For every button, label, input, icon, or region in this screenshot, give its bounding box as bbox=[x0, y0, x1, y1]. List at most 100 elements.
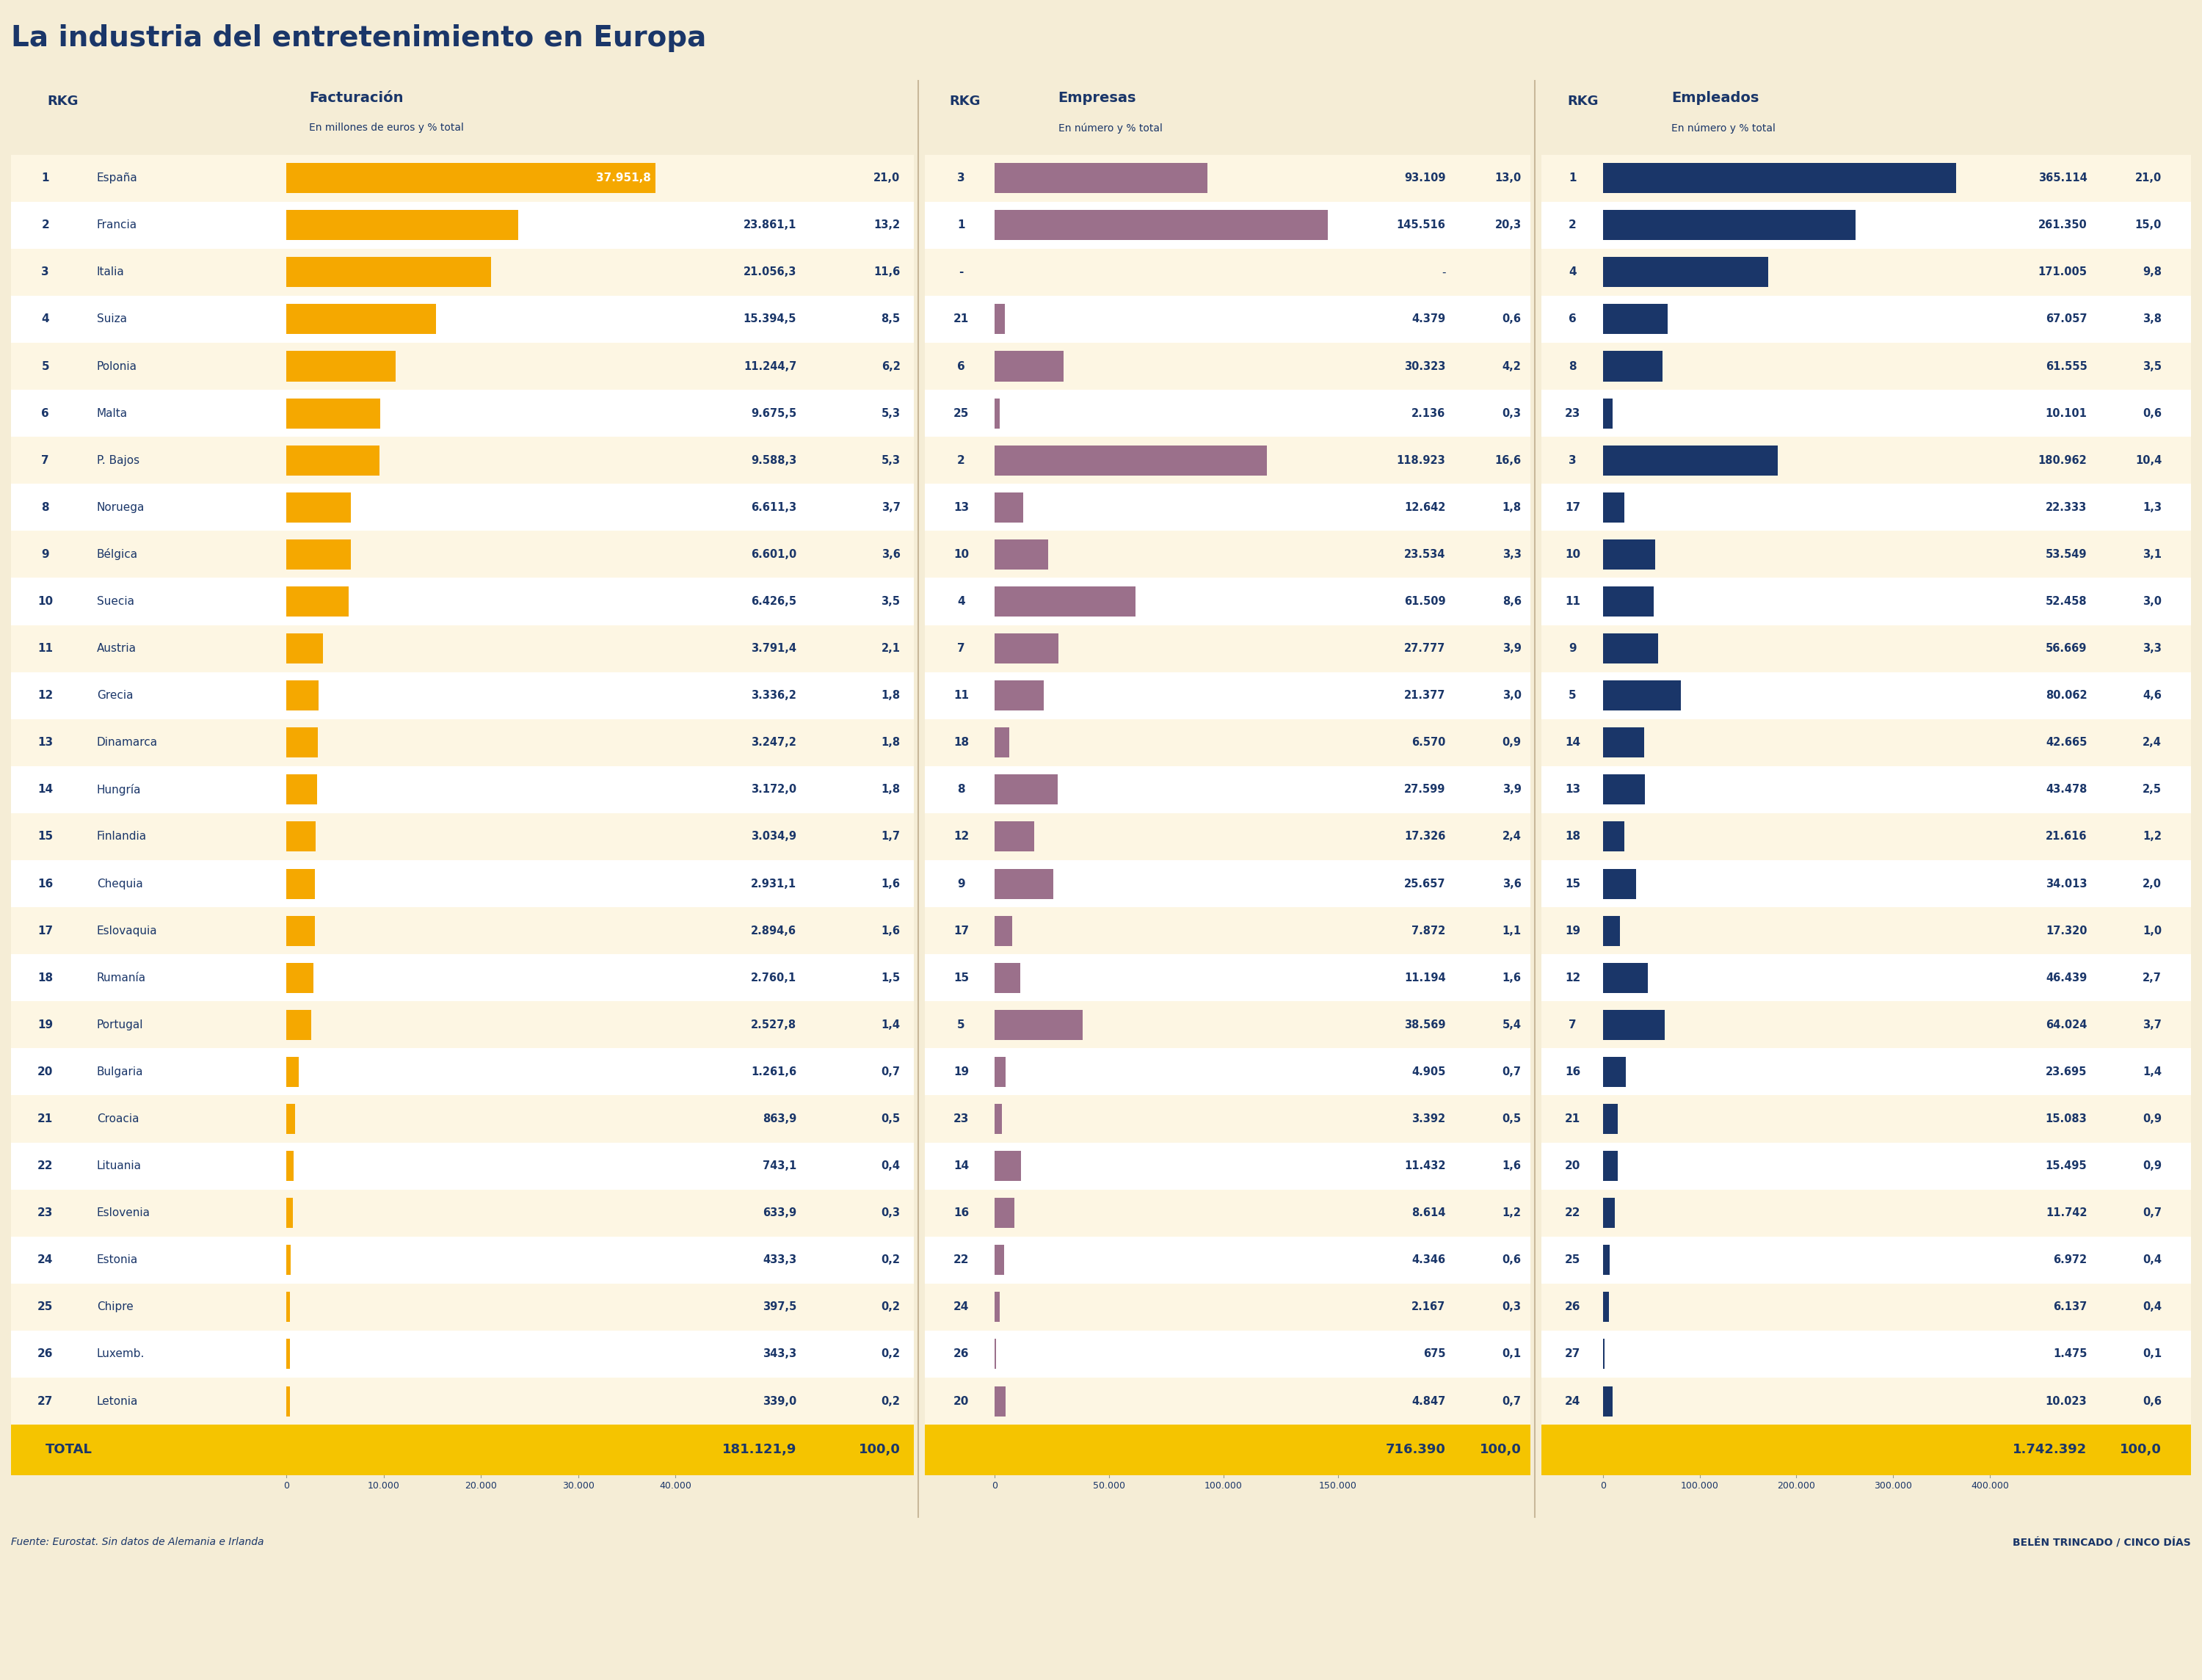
Text: Austria: Austria bbox=[97, 643, 137, 654]
Text: 43.478: 43.478 bbox=[2046, 785, 2087, 795]
Bar bbox=[1603, 1198, 1614, 1228]
Text: 0,5: 0,5 bbox=[1502, 1114, 1522, 1124]
Text: 0,6: 0,6 bbox=[2143, 408, 2162, 418]
Text: 0,7: 0,7 bbox=[2143, 1208, 2162, 1218]
Text: BELÉN TRINCADO / CINCO DÍAS: BELÉN TRINCADO / CINCO DÍAS bbox=[2013, 1537, 2191, 1547]
Bar bbox=[1603, 492, 1625, 522]
Text: 5: 5 bbox=[1568, 690, 1577, 701]
Text: 0,2: 0,2 bbox=[881, 1302, 901, 1312]
Bar bbox=[995, 304, 1004, 334]
Text: 171.005: 171.005 bbox=[2037, 267, 2087, 277]
Text: 64.024: 64.024 bbox=[2046, 1020, 2087, 1030]
Text: Portugal: Portugal bbox=[97, 1020, 143, 1030]
Text: Grecia: Grecia bbox=[97, 690, 132, 701]
Text: 80.062: 80.062 bbox=[2046, 690, 2087, 701]
Text: 1,6: 1,6 bbox=[1502, 1161, 1522, 1171]
Text: 3,3: 3,3 bbox=[2143, 643, 2162, 654]
Text: 3,7: 3,7 bbox=[2143, 1020, 2162, 1030]
Text: 16: 16 bbox=[37, 879, 53, 889]
Text: 24: 24 bbox=[37, 1255, 53, 1265]
Text: 42.665: 42.665 bbox=[2046, 738, 2087, 748]
Bar bbox=[995, 1198, 1015, 1228]
Bar bbox=[1603, 1292, 1610, 1322]
Bar bbox=[286, 351, 396, 381]
Text: 7.872: 7.872 bbox=[1411, 926, 1445, 936]
Bar bbox=[286, 1151, 293, 1181]
Text: 14: 14 bbox=[1566, 738, 1581, 748]
Text: 3,0: 3,0 bbox=[1502, 690, 1522, 701]
Bar bbox=[995, 163, 1207, 193]
Text: 716.390: 716.390 bbox=[1385, 1443, 1445, 1457]
Text: 365.114: 365.114 bbox=[2039, 173, 2087, 183]
Bar bbox=[1603, 351, 1663, 381]
Bar bbox=[1603, 445, 1777, 475]
Bar bbox=[286, 1057, 299, 1087]
Text: 2: 2 bbox=[1568, 220, 1577, 230]
Text: 0,2: 0,2 bbox=[881, 1349, 901, 1359]
Text: 2: 2 bbox=[42, 220, 48, 230]
Text: Francia: Francia bbox=[97, 220, 137, 230]
Text: 21: 21 bbox=[37, 1114, 53, 1124]
Text: 25: 25 bbox=[37, 1302, 53, 1312]
Text: 1.261,6: 1.261,6 bbox=[751, 1067, 797, 1077]
Bar bbox=[286, 398, 381, 428]
Text: 23.534: 23.534 bbox=[1405, 549, 1445, 559]
Text: 26: 26 bbox=[953, 1349, 969, 1359]
Text: 5: 5 bbox=[42, 361, 48, 371]
Text: 21,0: 21,0 bbox=[2136, 173, 2162, 183]
Text: 0,3: 0,3 bbox=[881, 1208, 901, 1218]
Text: 14: 14 bbox=[37, 785, 53, 795]
Text: 38.569: 38.569 bbox=[1405, 1020, 1445, 1030]
Bar bbox=[286, 869, 315, 899]
Text: 2.931,1: 2.931,1 bbox=[751, 879, 797, 889]
Text: Rumanía: Rumanía bbox=[97, 973, 145, 983]
Text: 37.951,8: 37.951,8 bbox=[597, 173, 652, 183]
Text: 56.669: 56.669 bbox=[2046, 643, 2087, 654]
Text: 675: 675 bbox=[1422, 1349, 1445, 1359]
Bar bbox=[995, 445, 1266, 475]
Text: Chipre: Chipre bbox=[97, 1302, 134, 1312]
Text: 15: 15 bbox=[953, 973, 969, 983]
Text: 100.000: 100.000 bbox=[1680, 1482, 1720, 1490]
Text: 4: 4 bbox=[1568, 267, 1577, 277]
Text: 145.516: 145.516 bbox=[1396, 220, 1445, 230]
Text: 0,9: 0,9 bbox=[2143, 1114, 2162, 1124]
Text: 1,8: 1,8 bbox=[881, 785, 901, 795]
Text: 23.695: 23.695 bbox=[2046, 1067, 2087, 1077]
Text: TOTAL: TOTAL bbox=[46, 1443, 92, 1457]
Text: 30.323: 30.323 bbox=[1405, 361, 1445, 371]
Text: 24: 24 bbox=[1566, 1396, 1581, 1406]
Bar bbox=[995, 727, 1009, 758]
Text: 1,6: 1,6 bbox=[1502, 973, 1522, 983]
Text: 17: 17 bbox=[37, 926, 53, 936]
Text: 4.346: 4.346 bbox=[1411, 1255, 1445, 1265]
Text: Luxemb.: Luxemb. bbox=[97, 1349, 145, 1359]
Bar bbox=[995, 539, 1048, 570]
Text: 3: 3 bbox=[958, 173, 964, 183]
Text: 3,9: 3,9 bbox=[1502, 643, 1522, 654]
Text: 13,2: 13,2 bbox=[874, 220, 901, 230]
Text: 3,5: 3,5 bbox=[2143, 361, 2162, 371]
Bar bbox=[995, 351, 1064, 381]
Text: 400.000: 400.000 bbox=[1971, 1482, 2008, 1490]
Text: 7: 7 bbox=[1568, 1020, 1577, 1030]
Text: 433,3: 433,3 bbox=[762, 1255, 797, 1265]
Text: 52.458: 52.458 bbox=[2046, 596, 2087, 606]
Bar bbox=[286, 210, 517, 240]
Text: 0,5: 0,5 bbox=[881, 1114, 901, 1124]
Text: 27.777: 27.777 bbox=[1405, 643, 1445, 654]
Bar bbox=[1603, 680, 1680, 711]
Text: 13: 13 bbox=[953, 502, 969, 512]
Text: 23: 23 bbox=[1566, 408, 1581, 418]
Text: 4,2: 4,2 bbox=[1502, 361, 1522, 371]
Text: 3: 3 bbox=[42, 267, 48, 277]
Text: 3.034,9: 3.034,9 bbox=[751, 832, 797, 842]
Text: 1,4: 1,4 bbox=[881, 1020, 901, 1030]
Text: La industria del entretenimiento en Europa: La industria del entretenimiento en Euro… bbox=[11, 24, 707, 52]
Text: 11,6: 11,6 bbox=[874, 267, 901, 277]
Bar bbox=[286, 445, 379, 475]
Text: 3,1: 3,1 bbox=[2143, 549, 2162, 559]
Bar bbox=[1603, 963, 1647, 993]
Text: 19: 19 bbox=[953, 1067, 969, 1077]
Text: 10.101: 10.101 bbox=[2046, 408, 2087, 418]
